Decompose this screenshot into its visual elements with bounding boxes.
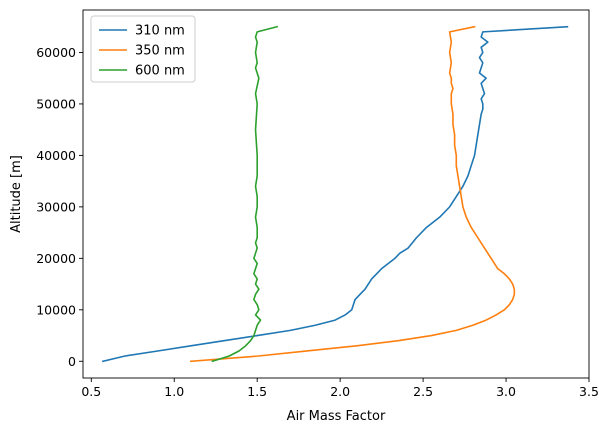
plot-frame xyxy=(82,9,590,379)
legend-label-1: 350 nm xyxy=(135,44,185,59)
y-tick-label: 50000 xyxy=(36,96,76,111)
y-axis-label: Altitude [m] xyxy=(9,155,24,233)
legend-label-2: 600 nm xyxy=(135,64,185,79)
x-tick-label: 2.0 xyxy=(330,384,350,399)
y-tick-label: 60000 xyxy=(36,45,76,60)
y-tick-label: 10000 xyxy=(36,302,76,317)
series-line-2 xyxy=(211,25,279,363)
y-tick-label: 0 xyxy=(68,354,76,369)
y-tick-label: 30000 xyxy=(36,199,76,214)
series-layer xyxy=(101,25,569,363)
series-line-1 xyxy=(189,25,516,363)
series-line-0 xyxy=(101,25,569,363)
x-tick-label: 0.5 xyxy=(81,384,101,399)
legend-box xyxy=(90,15,196,83)
x-axis-label: Air Mass Factor xyxy=(287,409,386,424)
legend: 310 nm 350 nm 600 nm xyxy=(90,15,196,83)
x-tick-label: 2.5 xyxy=(413,384,433,399)
legend-label-0: 310 nm xyxy=(135,24,185,39)
x-tick-label: 3.0 xyxy=(496,384,516,399)
y-tick-label: 40000 xyxy=(36,148,76,163)
x-tick-label: 3.5 xyxy=(579,384,599,399)
y-tick-label: 20000 xyxy=(36,251,76,266)
x-tick-label: 1.0 xyxy=(164,384,184,399)
x-tick-label: 1.5 xyxy=(247,384,267,399)
axes-layer: 0.5 1.0 1.5 2.0 2.5 3.0 3.5 0 10000 20000 30000 400… xyxy=(36,9,599,399)
